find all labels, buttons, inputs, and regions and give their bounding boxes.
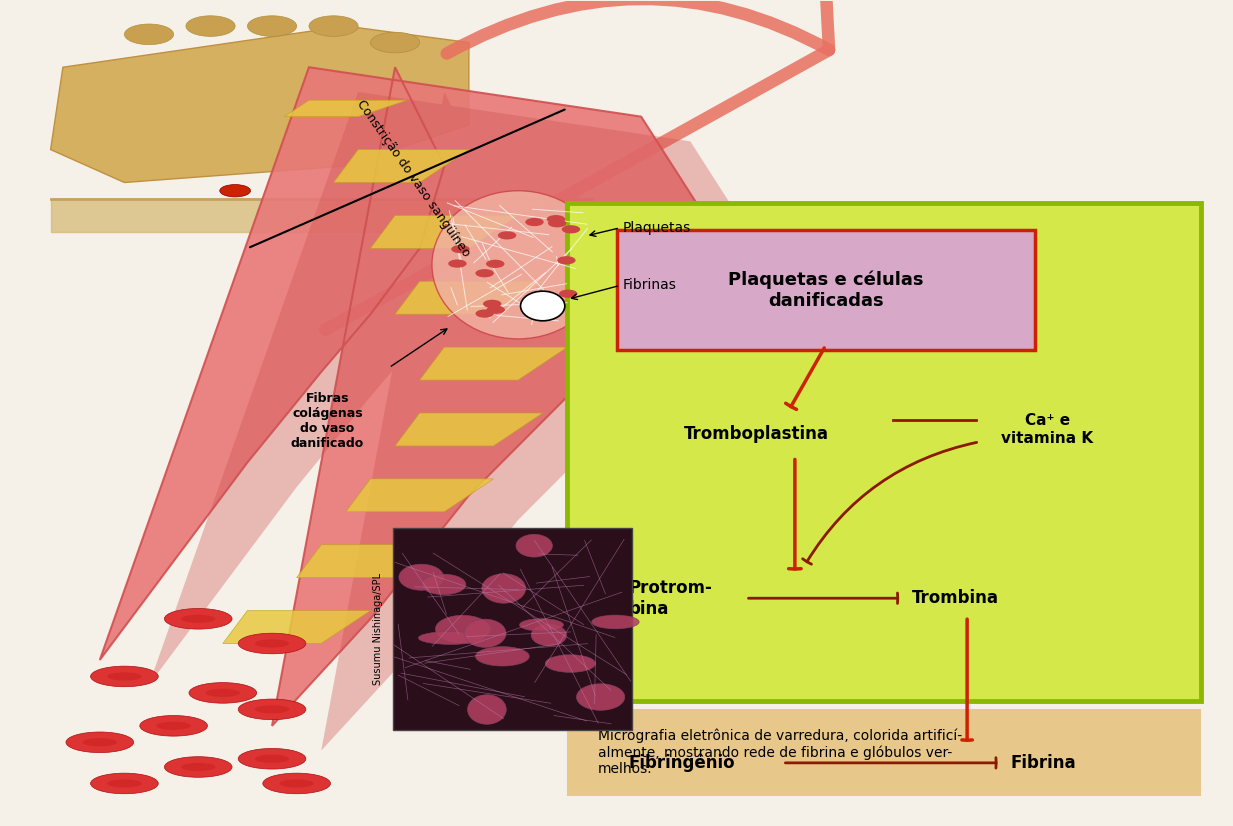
Ellipse shape <box>546 215 565 223</box>
Polygon shape <box>51 26 469 183</box>
Ellipse shape <box>157 722 191 730</box>
Ellipse shape <box>476 647 529 666</box>
Polygon shape <box>395 282 543 314</box>
Ellipse shape <box>181 615 216 623</box>
Ellipse shape <box>255 705 290 714</box>
FancyBboxPatch shape <box>616 230 1034 349</box>
Ellipse shape <box>164 609 232 629</box>
Ellipse shape <box>476 269 494 278</box>
Text: Protrom-
bina: Protrom- bina <box>629 579 713 618</box>
Ellipse shape <box>547 219 566 227</box>
Ellipse shape <box>255 639 290 648</box>
Ellipse shape <box>83 738 117 747</box>
Ellipse shape <box>164 757 232 777</box>
Ellipse shape <box>519 619 563 631</box>
Ellipse shape <box>467 695 507 724</box>
Ellipse shape <box>487 306 506 314</box>
FancyBboxPatch shape <box>392 529 633 730</box>
Ellipse shape <box>67 732 133 752</box>
Text: Micrografia eletrônica de varredura, colorida artificí-
almente, mostrando rede : Micrografia eletrônica de varredura, col… <box>598 729 962 776</box>
Polygon shape <box>149 92 764 751</box>
Circle shape <box>520 291 565 320</box>
Polygon shape <box>285 100 407 116</box>
Ellipse shape <box>476 310 494 318</box>
Ellipse shape <box>107 672 142 681</box>
FancyArrowPatch shape <box>326 0 829 330</box>
FancyArrowPatch shape <box>789 459 801 569</box>
FancyArrowPatch shape <box>962 620 973 740</box>
Polygon shape <box>370 216 518 249</box>
Ellipse shape <box>449 259 466 268</box>
Ellipse shape <box>399 564 444 591</box>
Ellipse shape <box>280 780 314 787</box>
Text: Plaquetas e células
danificadas: Plaquetas e células danificadas <box>727 270 924 310</box>
Text: Fibras
colágenas
do vaso
danificado: Fibras colágenas do vaso danificado <box>291 392 364 450</box>
Ellipse shape <box>562 225 581 234</box>
Ellipse shape <box>238 748 306 769</box>
Ellipse shape <box>107 780 142 787</box>
Text: Ca⁺ e
vitamina K: Ca⁺ e vitamina K <box>1001 413 1094 446</box>
Ellipse shape <box>577 684 625 710</box>
Ellipse shape <box>557 256 576 264</box>
Ellipse shape <box>422 574 466 595</box>
Text: Trombina: Trombina <box>911 589 999 607</box>
Ellipse shape <box>186 16 236 36</box>
Ellipse shape <box>90 773 158 794</box>
Ellipse shape <box>255 755 290 763</box>
Ellipse shape <box>238 699 306 719</box>
Ellipse shape <box>525 218 544 226</box>
Ellipse shape <box>181 763 216 771</box>
FancyArrowPatch shape <box>785 348 825 410</box>
Ellipse shape <box>592 615 639 629</box>
Text: Constrição do vaso sangüíneo: Constrição do vaso sangüíneo <box>354 97 472 259</box>
Ellipse shape <box>263 773 330 794</box>
Ellipse shape <box>531 624 567 646</box>
Ellipse shape <box>451 245 470 254</box>
Text: Tromboplastina: Tromboplastina <box>684 425 829 443</box>
Polygon shape <box>419 347 567 380</box>
Ellipse shape <box>219 184 250 197</box>
Ellipse shape <box>90 666 158 686</box>
FancyBboxPatch shape <box>567 710 1201 795</box>
Text: Fibrinas: Fibrinas <box>623 278 677 292</box>
Ellipse shape <box>139 715 207 736</box>
Ellipse shape <box>432 191 604 339</box>
Ellipse shape <box>546 297 565 305</box>
FancyArrowPatch shape <box>785 757 996 768</box>
Ellipse shape <box>464 620 506 648</box>
Polygon shape <box>345 479 493 512</box>
FancyBboxPatch shape <box>567 203 1201 701</box>
Ellipse shape <box>498 231 517 240</box>
Ellipse shape <box>545 655 596 672</box>
Text: Plaquetas: Plaquetas <box>623 221 690 235</box>
Ellipse shape <box>515 534 552 557</box>
Polygon shape <box>297 544 444 577</box>
Ellipse shape <box>483 300 502 308</box>
Ellipse shape <box>125 24 174 45</box>
Text: Fibringênio: Fibringênio <box>629 753 735 772</box>
Ellipse shape <box>482 574 525 603</box>
Polygon shape <box>395 413 543 446</box>
Ellipse shape <box>309 16 358 36</box>
Ellipse shape <box>486 259 504 268</box>
Ellipse shape <box>206 689 240 697</box>
Ellipse shape <box>370 32 419 53</box>
Polygon shape <box>334 150 469 183</box>
Ellipse shape <box>435 615 490 643</box>
FancyArrowPatch shape <box>803 443 977 564</box>
FancyArrowPatch shape <box>748 593 898 604</box>
Ellipse shape <box>559 290 577 298</box>
Ellipse shape <box>189 682 256 703</box>
Ellipse shape <box>418 632 483 644</box>
Polygon shape <box>100 67 715 726</box>
Text: Fibrina: Fibrina <box>1010 754 1076 771</box>
Text: Susumu Nishinaga/SPL: Susumu Nishinaga/SPL <box>372 573 382 685</box>
Ellipse shape <box>238 634 306 654</box>
Ellipse shape <box>248 16 297 36</box>
Polygon shape <box>223 610 370 643</box>
